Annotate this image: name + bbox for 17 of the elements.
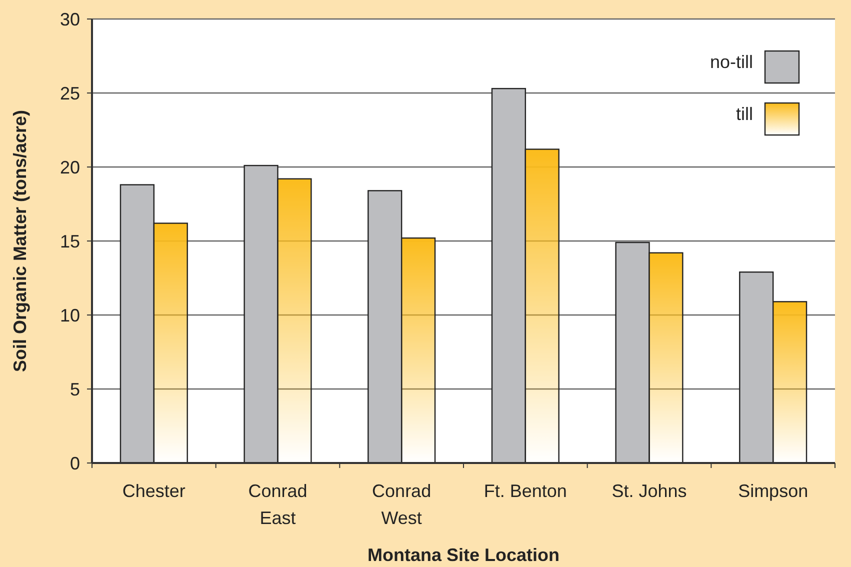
y-tick-label: 20 — [60, 157, 80, 178]
y-tick-label: 5 — [70, 379, 80, 400]
x-tick-label: Simpson — [738, 481, 808, 501]
y-axis-title: Soil Organic Matter (tons/acre) — [10, 110, 30, 372]
y-tick-label: 30 — [60, 9, 80, 30]
y-tick-label: 15 — [60, 231, 80, 252]
x-tick-label: Conrad West — [372, 481, 432, 528]
legend-label: till — [736, 104, 753, 124]
y-tick-label: 10 — [60, 305, 80, 326]
x-tick-label: Chester — [122, 481, 186, 501]
x-tick-label: St. Johns — [612, 481, 687, 501]
y-tick-label: 25 — [60, 83, 80, 104]
legend-label: no-till — [710, 52, 753, 72]
x-tick-label: Conrad East — [248, 481, 308, 528]
x-axis-title: Montana Site Location — [367, 545, 560, 565]
y-tick-label: 0 — [70, 453, 80, 474]
x-tick-label: Ft. Benton — [484, 481, 567, 501]
